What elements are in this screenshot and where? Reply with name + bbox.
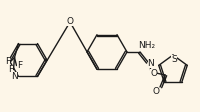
Text: F: F xyxy=(8,65,13,74)
Text: N: N xyxy=(11,72,18,81)
Text: O: O xyxy=(66,16,73,26)
Text: O: O xyxy=(150,69,157,78)
Text: NH₂: NH₂ xyxy=(138,41,155,50)
Text: S: S xyxy=(170,55,176,64)
Text: F: F xyxy=(5,57,10,66)
Text: O: O xyxy=(152,86,159,96)
Text: N: N xyxy=(147,58,154,68)
Text: F: F xyxy=(17,61,22,70)
